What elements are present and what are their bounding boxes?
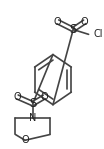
Text: O: O	[81, 17, 89, 27]
Text: O: O	[40, 92, 48, 102]
Text: S: S	[29, 97, 36, 110]
Text: Cl: Cl	[93, 29, 103, 39]
Text: S: S	[69, 23, 77, 36]
Text: O: O	[21, 135, 29, 145]
Text: N: N	[29, 113, 36, 123]
Text: O: O	[14, 92, 21, 102]
Text: O: O	[54, 17, 62, 27]
